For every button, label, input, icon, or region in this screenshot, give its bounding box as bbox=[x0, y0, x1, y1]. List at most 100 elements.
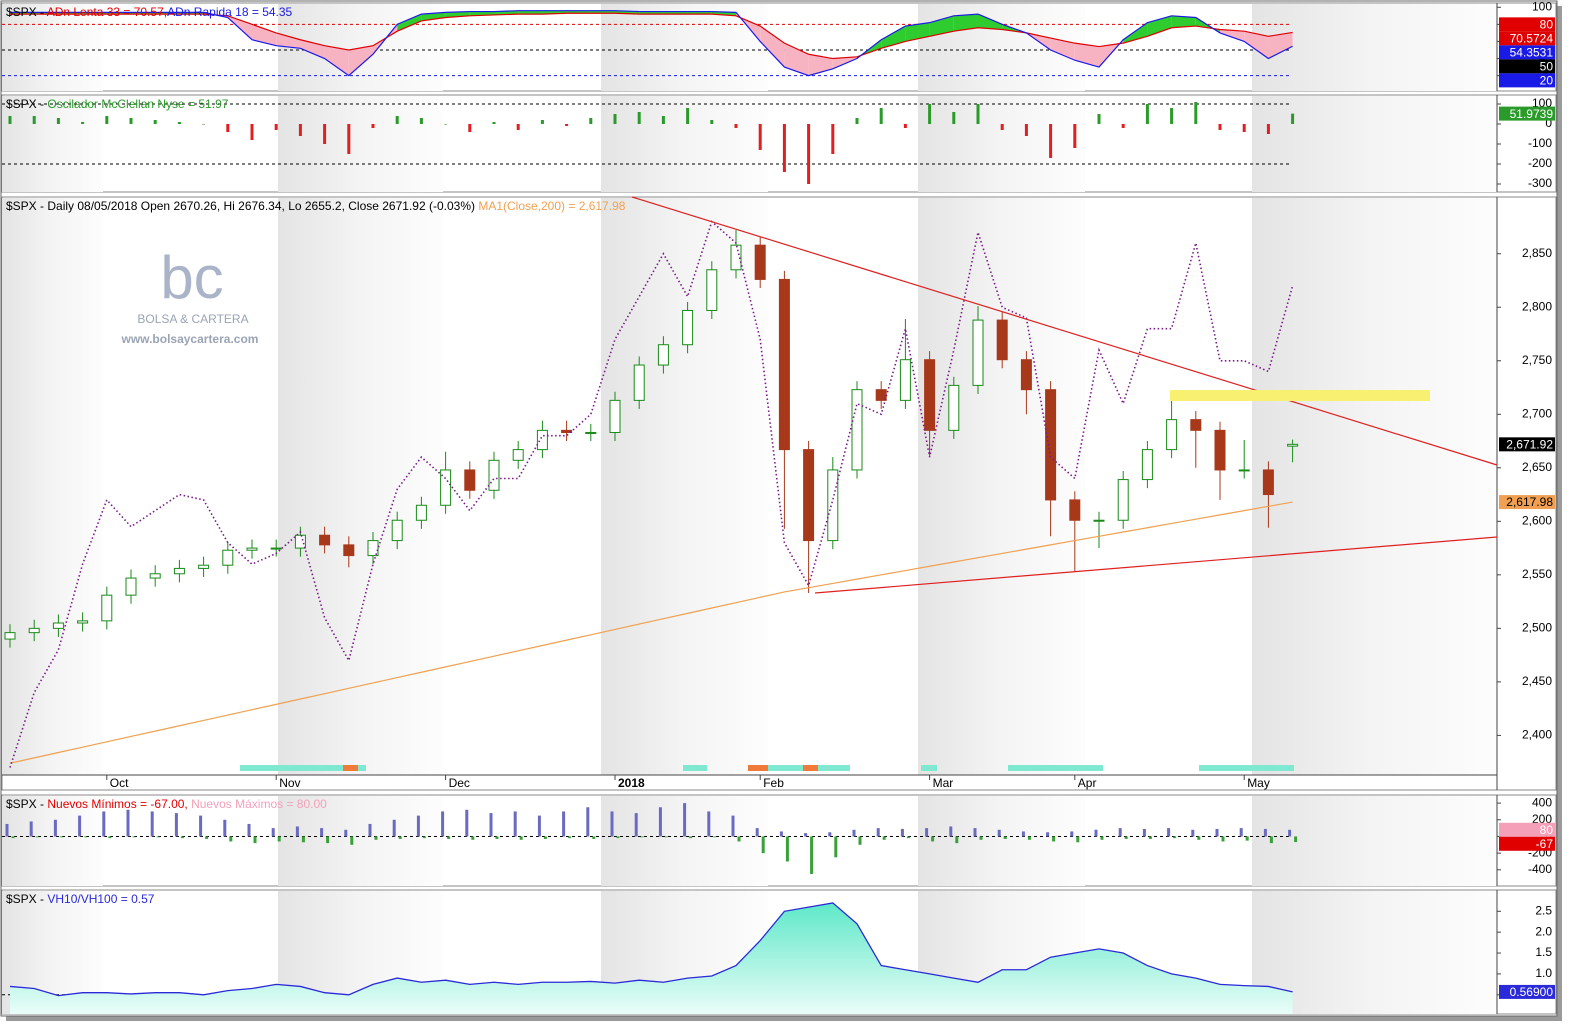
value-tag-box bbox=[1499, 836, 1555, 851]
y-tick-label: -400 bbox=[1528, 862, 1552, 876]
fill-between bbox=[1268, 32, 1293, 59]
watermark-url: www.bolsaycartera.com bbox=[121, 332, 259, 346]
bar bbox=[737, 836, 741, 842]
candle-body bbox=[1166, 419, 1178, 451]
bar bbox=[537, 815, 541, 837]
bar bbox=[395, 116, 399, 124]
period-shade bbox=[2, 96, 103, 192]
x-tick-label: Nov bbox=[279, 776, 300, 790]
period-shade bbox=[1252, 796, 1497, 886]
period-shade bbox=[278, 796, 443, 886]
fill-between bbox=[760, 26, 785, 68]
panel-title: $SPX - Daily 08/05/2018 Open 2670.26, Hi… bbox=[6, 199, 478, 213]
value-tag: 54.3531 bbox=[1510, 46, 1554, 60]
bar bbox=[274, 124, 278, 130]
panel-title: $SPX - bbox=[6, 797, 47, 811]
candle-body bbox=[125, 577, 137, 596]
fill-between bbox=[905, 22, 930, 42]
indicator-line bbox=[10, 12, 1293, 60]
bar bbox=[779, 831, 783, 837]
bar bbox=[199, 815, 203, 837]
bar bbox=[298, 124, 302, 136]
bar bbox=[32, 116, 36, 124]
panel-title: $SPX - bbox=[6, 892, 47, 906]
bar bbox=[637, 112, 641, 124]
candle-body bbox=[512, 449, 524, 461]
candle-body bbox=[1045, 389, 1057, 501]
fill-between bbox=[252, 24, 277, 46]
bar bbox=[1021, 831, 1025, 837]
bar bbox=[468, 124, 472, 132]
bar bbox=[592, 836, 596, 839]
bar bbox=[253, 836, 257, 844]
candle-body bbox=[222, 549, 234, 566]
bar bbox=[492, 122, 496, 124]
period-shade bbox=[1252, 4, 1497, 91]
bar bbox=[661, 116, 665, 124]
x-tick-label: Feb bbox=[763, 776, 784, 790]
bar bbox=[1145, 104, 1149, 124]
value-tag-box bbox=[1499, 17, 1555, 32]
candle-body bbox=[682, 309, 694, 346]
bar bbox=[616, 836, 620, 839]
legend-entry: ADn Lenta 33 = 70.57, bbox=[47, 5, 167, 19]
bar bbox=[952, 112, 956, 124]
bar bbox=[613, 114, 617, 124]
y-tick-label: 0 bbox=[1545, 116, 1552, 130]
bar bbox=[1118, 828, 1122, 837]
candle-body bbox=[706, 269, 718, 311]
value-tag: 80 bbox=[1540, 18, 1554, 32]
bar bbox=[1294, 836, 1298, 843]
bar bbox=[205, 836, 209, 839]
bar bbox=[471, 836, 475, 840]
bar bbox=[5, 823, 9, 837]
fill-between bbox=[590, 10, 615, 14]
bar bbox=[1142, 828, 1146, 837]
signal-strip bbox=[358, 765, 366, 771]
bar bbox=[565, 124, 569, 126]
bar bbox=[323, 124, 327, 144]
fill-between bbox=[978, 14, 1003, 30]
y-tick-label: 400 bbox=[1532, 795, 1552, 809]
bar bbox=[640, 836, 644, 838]
y-tick-label: 2.5 bbox=[1535, 903, 1552, 917]
fill-between bbox=[324, 45, 349, 76]
value-tag: 51.9739 bbox=[1510, 107, 1554, 121]
value-tag-box bbox=[1499, 31, 1555, 46]
period-shade bbox=[278, 96, 443, 192]
y-tick-label: 2,750 bbox=[1522, 353, 1552, 367]
signal-strip bbox=[343, 765, 358, 771]
value-tag-box bbox=[1499, 59, 1555, 74]
bar bbox=[250, 124, 254, 140]
legend-entry: VH10/VH100 = 0.57 bbox=[47, 892, 154, 906]
bar bbox=[976, 104, 980, 124]
panel-title: $SPX - bbox=[6, 97, 47, 111]
bar bbox=[347, 124, 351, 154]
candle-body bbox=[948, 384, 960, 431]
candle-body bbox=[585, 431, 597, 434]
bar bbox=[906, 836, 910, 839]
bar bbox=[589, 118, 593, 124]
bar bbox=[108, 836, 112, 839]
bar bbox=[516, 124, 520, 130]
bar bbox=[1191, 829, 1195, 837]
fill-between bbox=[276, 32, 301, 49]
fill-between bbox=[687, 11, 712, 15]
fill-between bbox=[1220, 29, 1245, 42]
candle-body bbox=[657, 344, 669, 366]
bar bbox=[1052, 836, 1056, 842]
period-shade bbox=[1252, 198, 1497, 775]
bar bbox=[344, 829, 348, 837]
area-fill bbox=[10, 902, 1293, 1014]
candle-body bbox=[1238, 469, 1250, 472]
bar bbox=[180, 836, 184, 839]
bar bbox=[755, 828, 759, 837]
period-shade bbox=[2, 4, 103, 91]
candle-body bbox=[101, 594, 113, 622]
bar bbox=[782, 124, 786, 172]
bar bbox=[56, 118, 60, 124]
value-tag: 80 bbox=[1540, 823, 1554, 837]
bar bbox=[1049, 124, 1053, 158]
value-tag: 70.5724 bbox=[1510, 32, 1554, 46]
bar bbox=[543, 836, 547, 839]
